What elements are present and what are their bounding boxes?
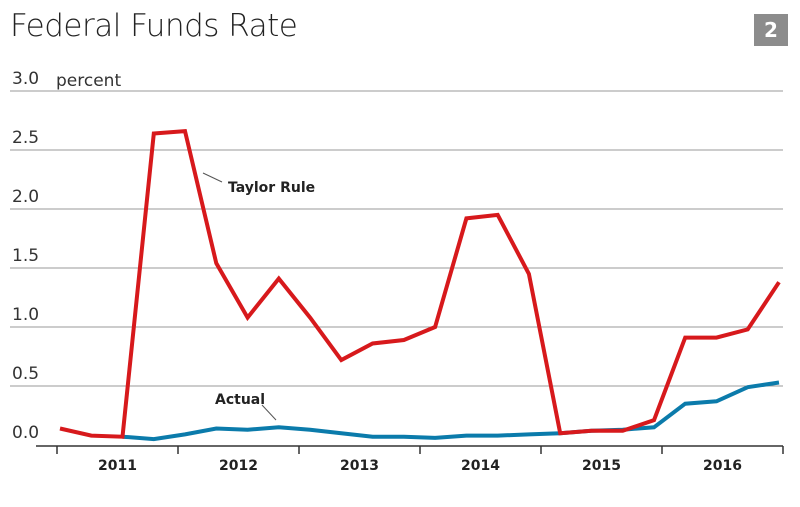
taylor-rule-label: Taylor Rule [228, 180, 315, 196]
y-tick-label: 0.0 [12, 423, 39, 443]
taylor-rule-leader-line [202, 172, 223, 183]
actual-leader-line [261, 404, 277, 421]
actual-label: Actual [215, 392, 265, 408]
chart-title: Federal Funds Rate [10, 8, 298, 44]
x-tick-label: 2014 [461, 458, 500, 474]
y-tick-label: 3.0 [12, 69, 39, 89]
x-tick-label: 2013 [340, 458, 379, 474]
y-axis-unit-label: percent [56, 71, 121, 91]
y-tick-label: 2.5 [12, 128, 39, 148]
x-tick-label: 2015 [582, 458, 621, 474]
y-tick-label: 1.5 [12, 246, 39, 266]
series-line-actual [122, 380, 780, 442]
figure-number-badge: 2 [754, 14, 788, 46]
x-tick-label: 2016 [703, 458, 742, 474]
x-tick-label: 2012 [219, 458, 258, 474]
y-tick-label: 1.0 [12, 305, 39, 325]
y-tick-label: 2.0 [12, 187, 39, 207]
y-tick-label: 0.5 [12, 364, 39, 384]
x-tick-label: 2011 [98, 458, 137, 474]
series-line-taylor-rule [59, 128, 781, 439]
